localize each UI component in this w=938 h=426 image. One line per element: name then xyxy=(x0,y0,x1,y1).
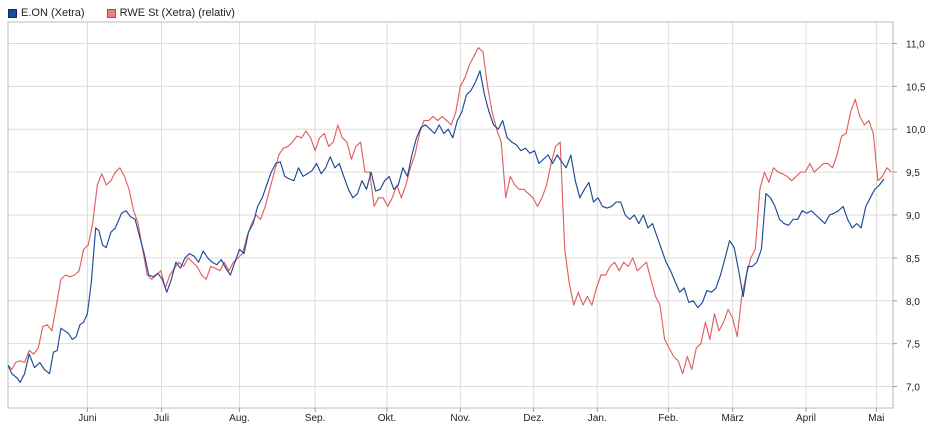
y-tick-label: 8,5 xyxy=(906,254,920,265)
y-tick-label: 8,0 xyxy=(906,297,920,308)
x-tick-label: Nov. xyxy=(450,413,470,424)
x-tick-label: Feb. xyxy=(658,413,678,424)
y-tick-label: 7,0 xyxy=(906,383,920,394)
y-tick-label: 9,0 xyxy=(906,211,920,222)
x-tick-label: Juni xyxy=(78,413,96,424)
x-tick-label: Mai xyxy=(868,413,884,424)
x-tick-label: Juli xyxy=(154,413,169,424)
series-line-rwe xyxy=(7,47,892,375)
x-axis: Juni Juli Aug. Sep. Okt. Nov. Dez. Jan. Feb. März… xyxy=(78,408,884,424)
grid-lines xyxy=(8,22,893,408)
legend-item-eon: E.ON (Xetra) xyxy=(8,7,85,19)
series-layer xyxy=(7,47,892,383)
y-axis: 7,0 7,5 8,0 8,5 9,0 9,5 10,0 10,5 11,0 xyxy=(893,39,926,394)
x-tick-label: Jan. xyxy=(588,413,607,424)
legend-item-rwe: RWE St (Xetra) (relativ) xyxy=(106,7,235,19)
y-tick-label: 10,0 xyxy=(906,125,926,136)
legend-label-rwe: RWE St (Xetra) (relativ) xyxy=(119,7,235,19)
x-tick-label: März xyxy=(722,413,744,424)
series-line-eon xyxy=(7,70,885,383)
legend-swatch-rwe xyxy=(106,8,116,18)
y-tick-label: 10,5 xyxy=(906,82,926,93)
chart-legend: E.ON (Xetra) RWE St (Xetra) (relativ) xyxy=(8,4,257,22)
x-tick-label: Okt. xyxy=(378,413,396,424)
y-tick-label: 7,5 xyxy=(906,340,920,351)
y-tick-label: 11,0 xyxy=(906,39,925,50)
x-tick-label: April xyxy=(796,413,816,424)
x-tick-label: Aug. xyxy=(229,413,250,424)
y-tick-label: 9,5 xyxy=(906,168,920,179)
legend-swatch-eon xyxy=(8,8,17,18)
legend-label-eon: E.ON (Xetra) xyxy=(21,7,85,19)
x-tick-label: Sep. xyxy=(305,413,326,424)
x-tick-label: Dez. xyxy=(523,413,544,424)
